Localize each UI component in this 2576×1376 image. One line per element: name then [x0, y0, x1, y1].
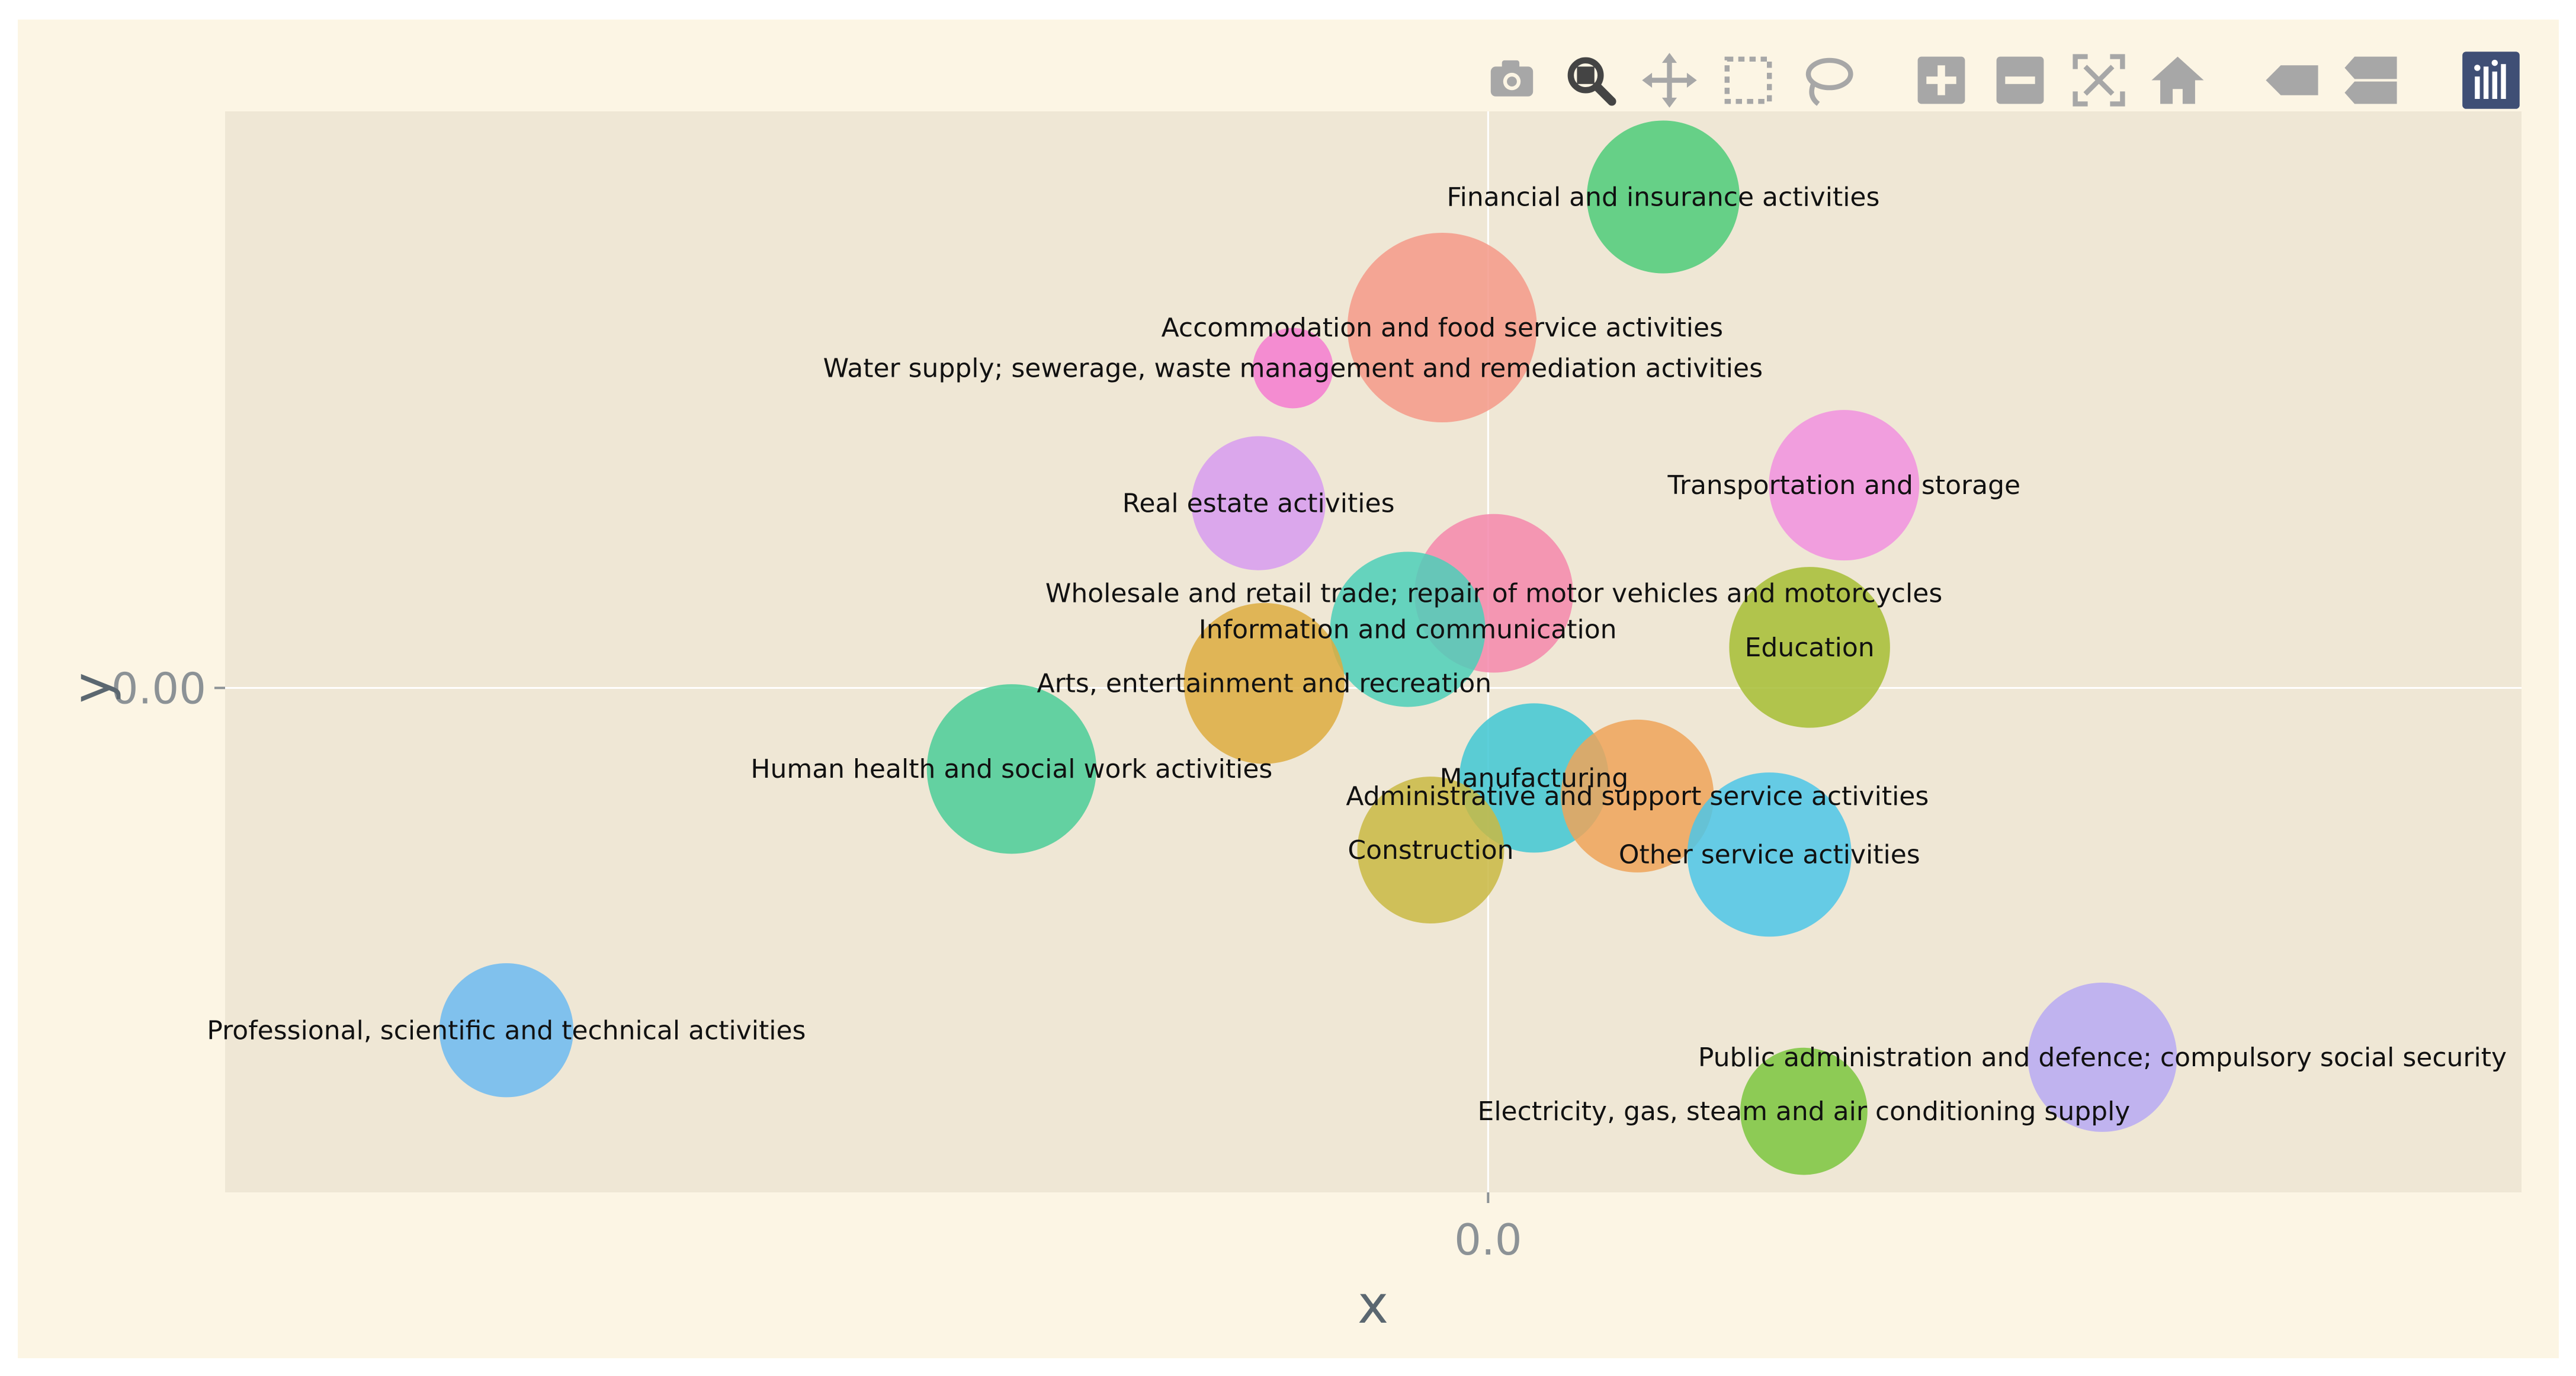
camera-button[interactable]	[1481, 49, 1543, 111]
bubble-label: Transportation and storage	[1667, 470, 2020, 501]
spike-lines-icon	[2266, 65, 2318, 95]
bubble-point[interactable]	[1769, 410, 1920, 561]
zoom-out-icon	[1996, 56, 2044, 104]
chart-paper: Financial and insurance activities Accomm…	[18, 20, 2559, 1358]
bubble-point[interactable]	[1357, 777, 1504, 924]
bubble-point[interactable]	[1740, 1047, 1868, 1175]
plotly-logo-button[interactable]	[2460, 49, 2522, 111]
bubble-label: Wholesale and retail trade; repair of mo…	[1045, 579, 1942, 609]
bubble-point[interactable]	[1252, 328, 1333, 409]
bubble-label: Information and communication	[1199, 614, 1617, 644]
bubble-point[interactable]	[1330, 551, 1486, 707]
bubble-point[interactable]	[1183, 602, 1345, 764]
box-select-icon	[1724, 56, 1772, 104]
zoom-button[interactable]	[1560, 49, 1622, 111]
bubble-label-layer: Financial and insurance activities Accomm…	[207, 182, 2507, 1127]
bubble-point[interactable]	[2028, 982, 2177, 1132]
bubble-label: Real estate activities	[1122, 489, 1395, 519]
plotly-logo-icon	[2462, 51, 2520, 109]
pan-button[interactable]	[1638, 49, 1701, 111]
compare-hover-icon	[2344, 56, 2397, 104]
bubble-label: Education	[1745, 633, 1875, 663]
modebar	[1481, 44, 2539, 116]
bubble-point[interactable]	[1191, 436, 1326, 570]
x-axis-title: x	[1358, 1274, 1388, 1335]
camera-icon	[1490, 60, 1534, 97]
bubble-label: Human health and social work activities	[750, 754, 1272, 784]
bubble-label: Arts, entertainment and recreation	[1037, 669, 1491, 699]
bubble-layer	[439, 120, 2177, 1175]
y-axis-title: y	[61, 672, 122, 703]
compare-hover-button[interactable]	[2340, 49, 2402, 111]
bubble-point[interactable]	[926, 684, 1096, 854]
bubble-point[interactable]	[1347, 233, 1537, 422]
autoscale-button[interactable]	[2068, 49, 2130, 111]
bubble-chart: Financial and insurance activities Accomm…	[61, 111, 2522, 1335]
zoom-out-button[interactable]	[1989, 49, 2051, 111]
bubble-label: Accommodation and food service activitie…	[1162, 313, 1723, 343]
bubble-point[interactable]	[439, 963, 574, 1098]
bubble-label: Financial and insurance activities	[1447, 182, 1880, 212]
bubble-label: Water supply; sewerage, waste management…	[823, 353, 1763, 383]
bubble-label: Administrative and support service activ…	[1346, 781, 1929, 812]
reset-axes-button[interactable]	[2147, 49, 2209, 111]
autoscale-icon	[2073, 53, 2125, 107]
reset-axes-icon	[2151, 56, 2204, 104]
bubble-label: Other service activities	[1619, 840, 1920, 870]
lasso-select-icon	[1805, 57, 1853, 106]
bubble-label: Manufacturing	[1440, 763, 1629, 793]
zoom-in-icon	[1917, 56, 1965, 104]
bubble-label: Public administration and defence; compu…	[1698, 1043, 2507, 1073]
pan-icon	[1642, 52, 1697, 108]
bubble-label: Construction	[1348, 835, 1513, 865]
bubble-point[interactable]	[1687, 772, 1852, 937]
bubble-point[interactable]	[1561, 719, 1714, 873]
spike-lines-button[interactable]	[2261, 49, 2323, 111]
box-select-button[interactable]	[1717, 49, 1779, 111]
bubble-label: Electricity, gas, steam and air conditio…	[1478, 1096, 2131, 1127]
zoom-in-button[interactable]	[1910, 49, 1972, 111]
y-tick-label: 0.00	[111, 663, 206, 713]
axis-ticks: 0.0 0.00	[111, 663, 1522, 1265]
bubble-point[interactable]	[1729, 567, 1890, 728]
zoom-icon	[1567, 57, 1616, 106]
x-tick-label: 0.0	[1454, 1215, 1522, 1265]
bubble-point[interactable]	[1586, 120, 1740, 274]
lasso-select-button[interactable]	[1796, 49, 1858, 111]
bubble-label: Professional, scientific and technical a…	[207, 1015, 806, 1045]
